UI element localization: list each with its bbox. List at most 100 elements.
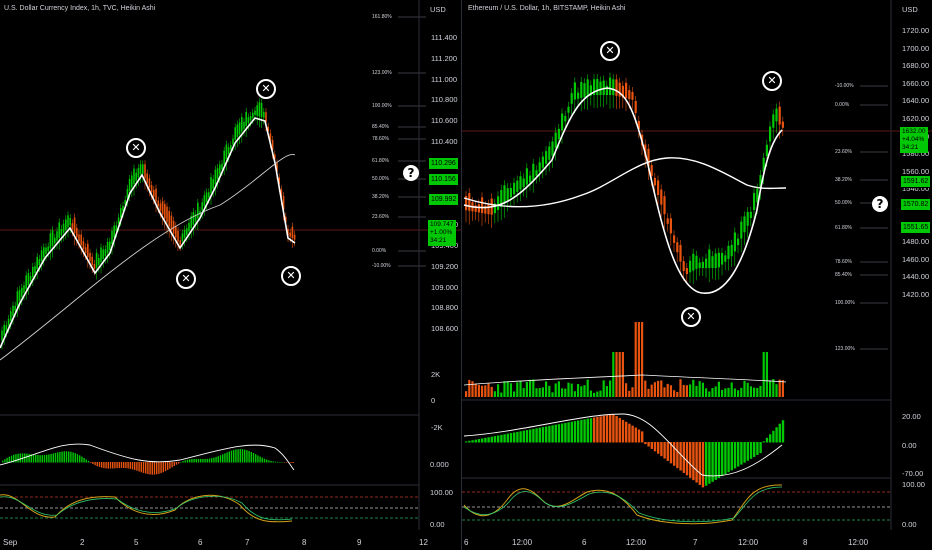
dxy-candle xyxy=(109,241,111,251)
eth-volume-bar xyxy=(465,391,468,397)
eth-time-label: 12:00 xyxy=(512,538,533,547)
dxy-price-tick: 110.400 xyxy=(431,137,458,146)
eth-volume-bar xyxy=(567,382,570,397)
dxy-chart-canvas[interactable] xyxy=(0,0,462,550)
eth-candle xyxy=(541,156,544,168)
eth-volume-bar xyxy=(666,383,669,397)
dxy-macd-bar xyxy=(140,462,142,473)
eth-candle xyxy=(593,79,596,95)
dxy-candle xyxy=(188,222,190,232)
dxy-macd-bar xyxy=(83,457,85,463)
eth-macd-bar xyxy=(628,423,631,443)
dxy-macd-bar xyxy=(248,451,250,463)
eth-macd-bar xyxy=(746,442,749,461)
dxy-candle xyxy=(49,233,52,249)
dxy-macd-bar xyxy=(274,461,277,463)
dxy-chart-panel[interactable]: U.S. Dollar Currency Index, 1h, TVC, Hei… xyxy=(0,0,462,550)
dxy-candle xyxy=(100,247,102,262)
eth-volume-bar xyxy=(698,381,701,397)
dxy-macd-bar xyxy=(28,453,30,463)
dxy-macd-bar xyxy=(6,457,8,463)
eth-volume-bar xyxy=(753,387,756,397)
dxy-candle xyxy=(102,249,104,260)
eth-candle xyxy=(746,211,749,226)
eth-volume-bar xyxy=(631,387,634,397)
dxy-candle xyxy=(124,199,126,205)
eth-fib-level: 61.80% xyxy=(835,225,852,231)
eth-last-price: 1632.00 xyxy=(902,128,926,135)
eth-fib-level: 123.00% xyxy=(835,346,855,352)
dxy-macd-bar xyxy=(235,449,237,463)
eth-volume-bar xyxy=(743,380,746,397)
eth-macd-bar xyxy=(737,442,740,467)
eth-volume-bar xyxy=(740,387,743,397)
eth-candle xyxy=(708,249,711,268)
eth-volume-bar xyxy=(541,387,544,397)
eth-volume-bar xyxy=(759,386,762,397)
eth-fib-level: 85.40% xyxy=(835,272,852,278)
dxy-candle xyxy=(139,164,142,175)
dxy-candle xyxy=(133,168,135,184)
eth-macd-bar xyxy=(781,420,785,443)
dxy-macd-bar xyxy=(151,462,153,475)
eth-candle xyxy=(554,132,557,148)
eth-volume-bar xyxy=(500,392,503,397)
eth-volume-bar xyxy=(657,380,660,397)
eth-candle xyxy=(538,162,541,172)
eth-macd-bar xyxy=(753,442,756,457)
eth-volume-bar xyxy=(679,379,682,397)
eth-macd-bar xyxy=(733,442,737,469)
eth-macd-bar xyxy=(637,429,641,443)
eth-candle xyxy=(509,188,512,198)
eth-candle xyxy=(714,253,717,268)
dxy-candle xyxy=(111,230,113,244)
dxy-macd-bar xyxy=(4,459,6,463)
eth-volume-bar xyxy=(545,381,548,397)
dxy-candle xyxy=(73,217,76,234)
eth-fib-level: 50.00% xyxy=(835,200,852,206)
eth-chart-title: Ethereum / U.S. Dollar, 1h, BITSTAMP, He… xyxy=(468,5,626,12)
eth-candle xyxy=(596,78,599,95)
eth-candle xyxy=(778,106,781,125)
dxy-candle xyxy=(16,291,19,306)
eth-volume-bar xyxy=(714,386,717,397)
eth-change: +4.04% xyxy=(902,136,925,143)
eth-candle xyxy=(580,82,583,98)
eth-candle xyxy=(609,77,612,95)
dxy-price-tick: 109.000 xyxy=(431,282,459,292)
dxy-macd-bar xyxy=(50,453,52,463)
dxy-candle xyxy=(5,325,8,331)
dxy-macd-bar xyxy=(131,462,134,470)
dxy-candle xyxy=(69,217,71,226)
dxy-macd-bar xyxy=(281,461,283,463)
eth-chart-canvas[interactable] xyxy=(462,0,932,550)
dxy-macd-bar xyxy=(41,455,43,463)
eth-macd-bar xyxy=(573,421,577,443)
dxy-macd-bar xyxy=(217,456,219,463)
eth-macd-bar xyxy=(513,432,516,443)
eth-macd-bar xyxy=(481,438,484,443)
dxy-candle xyxy=(205,192,208,202)
eth-fib-level: 23.60% xyxy=(835,149,852,155)
dxy-candle xyxy=(245,112,247,126)
dxy-macd-bar xyxy=(189,459,191,463)
eth-macd-bar xyxy=(685,442,689,476)
eth-chart-panel[interactable]: Ethereum / U.S. Dollar, 1h, BITSTAMP, He… xyxy=(462,0,932,550)
eth-macd-bar xyxy=(548,425,551,443)
dxy-macd-bar xyxy=(224,453,226,463)
dxy-macd-bar xyxy=(178,462,180,464)
eth-macd-bar xyxy=(698,442,701,485)
eth-candle xyxy=(516,180,519,192)
eth-swing-marker: ✕ xyxy=(762,71,782,91)
dxy-macd-bar xyxy=(167,462,169,470)
dxy-candle xyxy=(56,231,58,241)
eth-macd-bar xyxy=(580,419,583,443)
dxy-macd-bar xyxy=(149,462,151,475)
eth-volume-bar xyxy=(695,385,698,397)
eth-candle xyxy=(711,256,714,268)
eth-macd-bar xyxy=(762,441,765,443)
eth-candle xyxy=(663,196,666,215)
dxy-candle xyxy=(78,234,80,242)
eth-macd-bar xyxy=(519,431,522,443)
dxy-candle xyxy=(190,215,192,229)
